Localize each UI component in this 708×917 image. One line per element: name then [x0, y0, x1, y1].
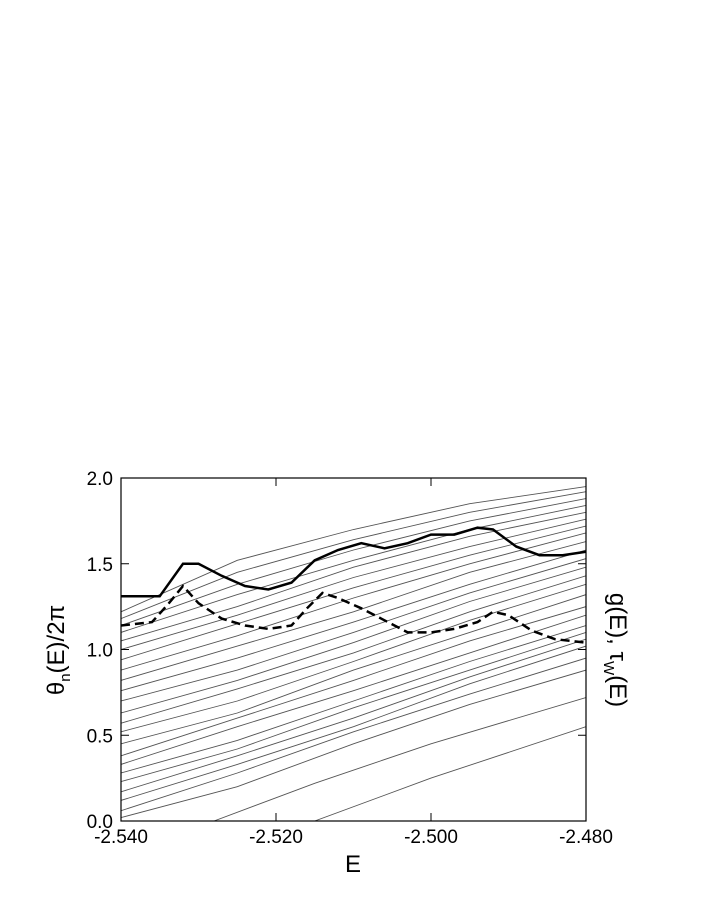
series-line	[121, 645, 586, 801]
series-line	[121, 614, 586, 765]
x-axis-label: E	[345, 851, 361, 878]
label-part: W	[600, 661, 617, 676]
y-tick-label: 0.0	[87, 812, 113, 833]
series-line	[121, 549, 586, 692]
series-line	[121, 491, 586, 620]
series-line	[121, 575, 586, 724]
series-line	[121, 606, 586, 757]
series-line	[121, 669, 586, 819]
y-tick-label: 1.0	[87, 641, 113, 662]
y-axis-label: θn(E)/2π	[43, 605, 74, 695]
x-tick-label: -2.540	[94, 827, 148, 848]
series-line	[121, 518, 586, 650]
series-line	[121, 486, 586, 613]
label-part: θ	[43, 682, 70, 695]
y-tick-label: 1.5	[87, 555, 113, 576]
series-line	[121, 504, 586, 633]
series-line	[121, 583, 586, 733]
series-line	[121, 584, 586, 644]
series-line	[213, 697, 586, 821]
series-line	[121, 594, 586, 745]
y-tick-label: 2.0	[87, 469, 113, 490]
series-line	[121, 638, 586, 793]
series-line	[121, 511, 586, 642]
series-line	[121, 657, 586, 812]
y-tick-label: 0.5	[87, 726, 113, 747]
label-part: (E)/2π	[43, 605, 70, 674]
series-line	[121, 541, 586, 681]
series-line	[314, 726, 586, 821]
series-line	[121, 558, 586, 702]
y2-axis-label: g(E), τW(E)	[600, 593, 631, 707]
plot-lines	[121, 486, 586, 821]
label-part: (E)	[604, 675, 631, 707]
x-tick-label: -2.480	[559, 827, 613, 848]
series-line	[121, 625, 586, 774]
label-part: g(E), τ	[604, 593, 631, 662]
series-line	[121, 631, 586, 783]
series-line	[121, 566, 586, 714]
series-line	[121, 498, 586, 626]
x-tick-label: -2.520	[249, 827, 303, 848]
series-line	[121, 525, 586, 661]
series-line	[121, 532, 586, 671]
label-part: n	[57, 673, 74, 681]
series-line	[121, 526, 586, 598]
x-tick-label: -2.500	[404, 827, 458, 848]
